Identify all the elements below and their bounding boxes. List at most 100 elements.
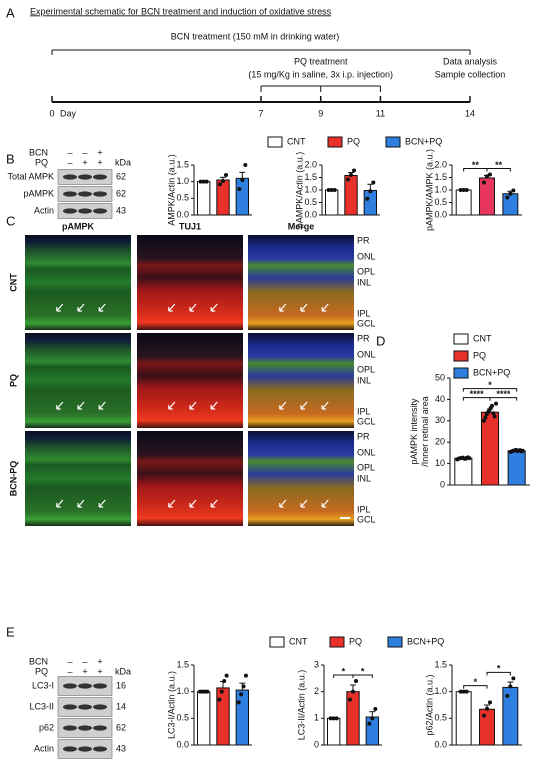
bar <box>196 691 211 746</box>
legend-label: PQ <box>347 136 360 146</box>
significance-bracket <box>352 674 373 678</box>
arrow <box>321 401 329 410</box>
micrograph <box>137 431 243 526</box>
blot-sign: – <box>67 656 72 666</box>
data-point <box>505 195 510 200</box>
micrograph <box>25 235 131 330</box>
y-tick-label: 1.5 <box>176 659 189 669</box>
arrow <box>168 303 176 312</box>
data-point <box>491 411 496 416</box>
data-point <box>352 168 356 173</box>
data-point <box>351 689 355 694</box>
row-label: CNT <box>8 273 18 292</box>
arrow <box>77 401 85 410</box>
layer-label: ONL <box>357 447 376 457</box>
arrow <box>98 303 106 312</box>
significance-bracket <box>486 168 511 172</box>
data-point <box>365 196 370 201</box>
row-label: PQ <box>8 374 18 387</box>
data-point <box>224 673 229 678</box>
blot-header: BCN <box>29 656 48 666</box>
y-tick-label: 0.0 <box>434 739 447 749</box>
bar <box>507 450 526 486</box>
y-tick-label: 1.0 <box>176 176 189 186</box>
blot-row-label: Actin <box>34 205 54 215</box>
y-tick-label: 0.5 <box>176 713 189 723</box>
blot-sign: + <box>97 656 102 666</box>
layer-label: PR <box>357 431 370 441</box>
blot-sign: + <box>97 666 102 676</box>
blot-header: PQ <box>35 157 48 167</box>
y-tick-label: 0.0 <box>176 209 189 219</box>
significance-label: **** <box>496 389 511 399</box>
legend-label: PQ <box>473 350 486 360</box>
blot-row-label: p62 <box>39 722 54 732</box>
significance-bracket <box>462 388 518 392</box>
blot-band <box>93 208 107 214</box>
arrow <box>321 303 329 312</box>
day-label: 9 <box>318 108 323 118</box>
micrograph <box>137 333 243 428</box>
legend-swatch <box>329 636 345 648</box>
bar <box>479 177 495 216</box>
day-label: 11 <box>376 108 385 118</box>
legend-label: PQ <box>349 636 362 646</box>
data-point <box>204 179 209 184</box>
end-label: Data analysis <box>443 56 498 66</box>
data-point <box>461 689 466 694</box>
y-axis-label: LC3-I/Actin (a.u.) <box>166 671 176 739</box>
data-point <box>198 179 203 184</box>
kda-value: 43 <box>116 743 126 753</box>
kda-value: 16 <box>116 680 126 690</box>
y-tick-label: 1.5 <box>176 159 189 169</box>
bar <box>479 708 495 746</box>
blot-sign: – <box>67 157 72 167</box>
data-point <box>508 684 513 689</box>
data-point <box>488 172 492 177</box>
legend-swatch <box>269 636 285 648</box>
arrow <box>56 499 64 508</box>
micrograph <box>137 235 243 330</box>
blot-sign: – <box>67 147 72 157</box>
bar <box>196 181 211 216</box>
layer-label: PR <box>357 235 370 245</box>
data-point <box>346 177 350 182</box>
arrow <box>77 303 85 312</box>
blot-sign: + <box>82 157 87 167</box>
blot-band <box>63 704 77 710</box>
significance-bracket <box>486 671 511 676</box>
blot-sign: + <box>97 147 102 157</box>
micrograph <box>25 333 131 428</box>
blot-sign: + <box>97 157 102 167</box>
data-point <box>467 456 472 461</box>
arrow <box>56 303 64 312</box>
data-point <box>508 191 513 196</box>
kda-unit: kDa <box>115 157 131 167</box>
y-tick-label: 0.5 <box>434 713 447 723</box>
bar <box>235 689 250 746</box>
column-header: Merge <box>288 221 315 231</box>
bar <box>326 717 341 746</box>
arrow <box>189 499 197 508</box>
layer-label: OPL <box>357 266 375 276</box>
day-label: 0 <box>49 108 54 118</box>
arrow <box>300 499 308 508</box>
blot-band <box>63 191 77 197</box>
layer-label: INL <box>357 375 371 385</box>
y-tick-label: 1.5 <box>434 659 447 669</box>
blot-band <box>78 191 92 197</box>
data-point <box>367 721 372 726</box>
blot-band <box>63 174 77 180</box>
bar <box>344 175 358 216</box>
kda-value: 43 <box>116 205 126 215</box>
y-tick-label: 10 <box>435 458 445 468</box>
arrow <box>210 499 218 508</box>
blot-row-label: LC3-I <box>32 680 54 690</box>
blot-sign: – <box>82 147 87 157</box>
y-axis-label: AMPK/Actin (a.u.) <box>166 154 176 226</box>
panel-label: E <box>6 624 15 639</box>
legend-swatch <box>453 367 469 379</box>
data-point <box>492 414 497 419</box>
significance-label: ** <box>472 160 480 170</box>
blot-band <box>78 746 92 752</box>
